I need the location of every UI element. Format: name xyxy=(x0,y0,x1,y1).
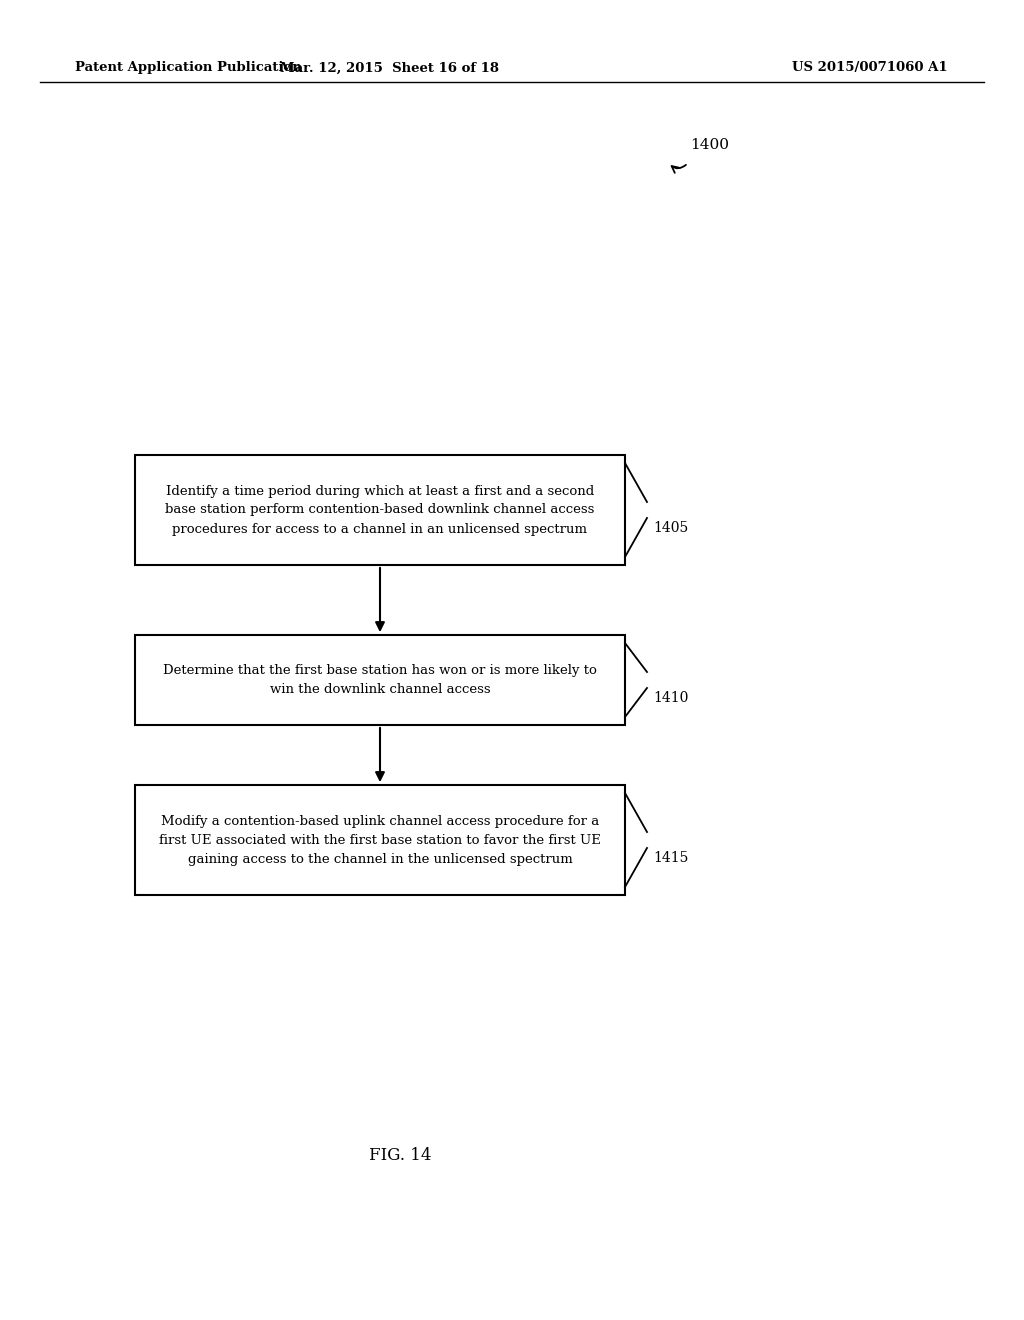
Text: Identify a time period during which at least a first and a second
base station p: Identify a time period during which at l… xyxy=(165,484,595,536)
Text: Determine that the first base station has won or is more likely to
win the downl: Determine that the first base station ha… xyxy=(163,664,597,696)
Text: Mar. 12, 2015  Sheet 16 of 18: Mar. 12, 2015 Sheet 16 of 18 xyxy=(281,62,500,74)
Text: US 2015/0071060 A1: US 2015/0071060 A1 xyxy=(793,62,948,74)
Bar xyxy=(135,455,625,565)
Text: 1415: 1415 xyxy=(653,851,688,865)
Text: 1400: 1400 xyxy=(690,139,729,152)
Text: 1410: 1410 xyxy=(653,690,688,705)
Text: Modify a contention-based uplink channel access procedure for a
first UE associa: Modify a contention-based uplink channel… xyxy=(159,814,601,866)
Text: 1405: 1405 xyxy=(653,521,688,535)
Text: FIG. 14: FIG. 14 xyxy=(369,1147,431,1163)
Text: Patent Application Publication: Patent Application Publication xyxy=(75,62,302,74)
Bar xyxy=(135,785,625,895)
Bar xyxy=(135,635,625,725)
